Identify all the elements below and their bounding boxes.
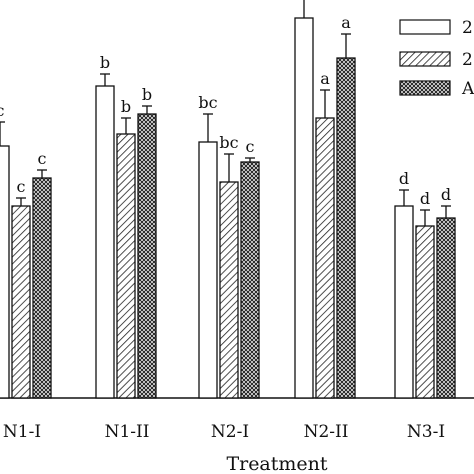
bar-N2-II-s3 <box>336 57 356 399</box>
bar-N3-I-s3 <box>436 217 456 399</box>
bar-N1-I-s1 <box>0 145 10 399</box>
legend-swatch-1 <box>399 19 451 35</box>
legend-swatch-2 <box>399 51 451 67</box>
x-tick-label-N1-II: N1-II <box>105 422 150 442</box>
significance-letter-N2-I-s1: bc <box>198 93 217 112</box>
bar-N1-I-s3 <box>32 177 52 399</box>
legend-label-1: 2 <box>462 18 473 38</box>
significance-letter-N2-I-s3: c <box>246 137 255 156</box>
x-tick-label-N2-I: N2-I <box>211 422 249 442</box>
significance-letter-N2-II-s2: a <box>320 69 330 88</box>
bar-N3-I-s1 <box>394 205 414 399</box>
bar-N1-II-s3 <box>137 113 157 399</box>
x-tick-label-N3-I: N3-I <box>407 422 445 442</box>
significance-letter-N1-II-s1: b <box>100 53 110 72</box>
x-tick-label-N2-II: N2-II <box>304 422 349 442</box>
significance-letter-N3-I-s3: d <box>441 185 451 204</box>
x-axis-label: Treatment <box>226 453 327 474</box>
significance-letter-N3-I-s2: d <box>420 189 430 208</box>
significance-letter-N2-I-s2: bc <box>219 133 238 152</box>
x-tick-labels: N1-I N1-II N2-I N2-II N3-I <box>3 422 445 442</box>
bar-N3-I-s2 <box>415 225 435 399</box>
significance-letter-N1-II-s3: b <box>142 85 152 104</box>
bar-N1-II-s1 <box>95 85 115 399</box>
legend-label-2: 2 <box>462 50 473 70</box>
significance-letter-N3-I-s1: d <box>399 169 409 188</box>
bar-N1-II-s2 <box>116 133 136 399</box>
significance-letter-N1-I-s3: c <box>38 149 47 168</box>
bar-N1-I-s2 <box>11 205 31 399</box>
legend: 2 2 A <box>399 18 474 99</box>
bar-N2-I-s1 <box>198 141 218 399</box>
bar-N2-II-s1 <box>294 17 314 399</box>
x-tick-label-N1-I: N1-I <box>3 422 41 442</box>
significance-letter-N1-I-s1: c <box>0 101 5 120</box>
legend-swatch-3 <box>399 80 451 96</box>
significance-letter-N1-II-s2: b <box>121 97 131 116</box>
legend-label-3: A <box>461 79 474 99</box>
bar-N2-II-s2 <box>315 117 335 399</box>
significance-letter-N1-I-s2: c <box>17 177 26 196</box>
bar-N2-I-s2 <box>219 181 239 399</box>
bar-N2-I-s3 <box>240 161 260 399</box>
bars-layer: cccbbbbcbccaaaddd <box>0 0 456 399</box>
significance-letter-N2-II-s3: a <box>341 13 351 32</box>
